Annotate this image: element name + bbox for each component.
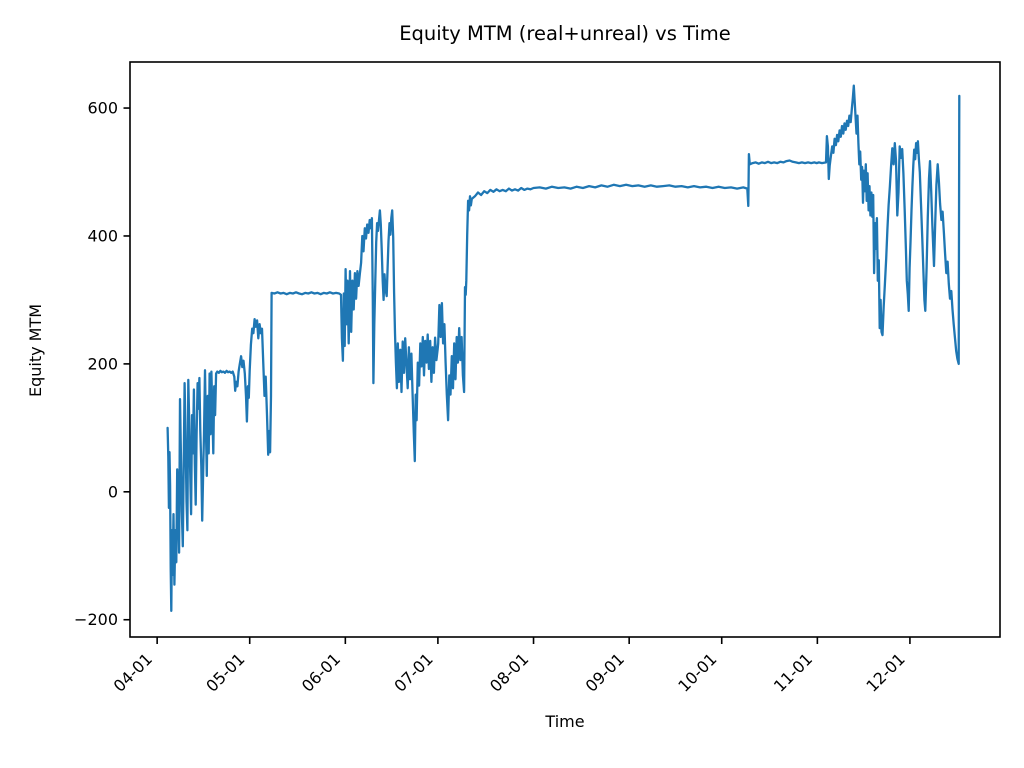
- y-tick-label: 600: [87, 99, 118, 118]
- x-tick-label: 08-01: [486, 649, 532, 695]
- x-axis-label: Time: [545, 712, 585, 731]
- y-tick-label: 400: [87, 226, 118, 245]
- y-tick-label: 0: [108, 482, 118, 501]
- equity-line: [166, 84, 961, 612]
- x-tick-label: 06-01: [298, 649, 344, 695]
- axes-spines: [129, 61, 1001, 638]
- x-tick-label: 05-01: [202, 649, 248, 695]
- x-tick-label: 09-01: [582, 649, 628, 695]
- x-tick-label: 11-01: [770, 649, 816, 695]
- x-tick-label: 12-01: [862, 649, 908, 695]
- x-tick-label: 04-01: [110, 649, 156, 695]
- y-tick-label: −200: [74, 610, 118, 629]
- x-tick-label: 10-01: [674, 649, 720, 695]
- x-tick-label: 07-01: [390, 649, 436, 695]
- y-tick-label: 200: [87, 354, 118, 373]
- chart-title: Equity MTM (real+unreal) vs Time: [399, 22, 731, 45]
